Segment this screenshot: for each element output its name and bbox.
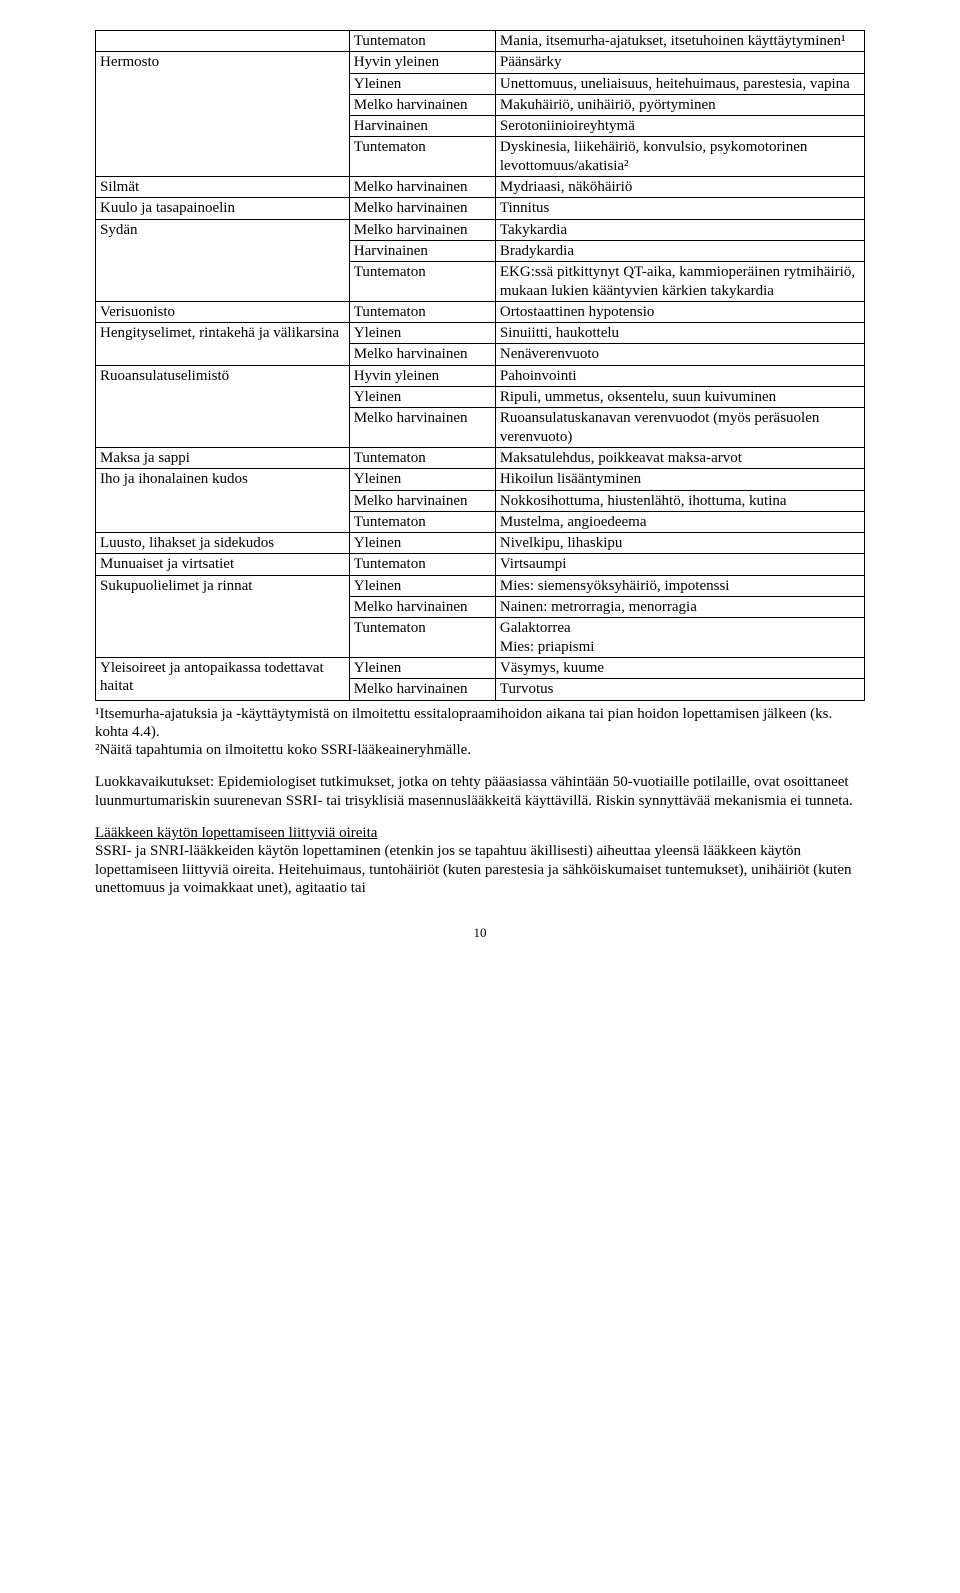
effect-cell: Nenäverenvuoto (495, 344, 864, 365)
frequency-cell: Tuntematon (349, 262, 495, 302)
frequency-cell: Tuntematon (349, 447, 495, 468)
organ-class-cell: Verisuonisto (96, 301, 350, 322)
frequency-cell: Melko harvinainen (349, 408, 495, 448)
effect-cell: Ripuli, ummetus, oksentelu, suun kuivumi… (495, 387, 864, 408)
side-effects-table: TuntematonMania, itsemurha-ajatukset, it… (95, 30, 865, 701)
table-row: Munuaiset ja virtsatietTuntematonVirtsau… (96, 554, 865, 575)
effect-cell: Hikoilun lisääntyminen (495, 469, 864, 490)
table-row: Yleisoireet ja antopaikassa todettavat h… (96, 657, 865, 678)
frequency-cell: Yleinen (349, 533, 495, 554)
effect-cell: Sinuiitti, haukottelu (495, 323, 864, 344)
table-row: SydänMelko harvinainenTakykardia (96, 219, 865, 240)
frequency-cell: Tuntematon (349, 554, 495, 575)
page-number: 10 (95, 925, 865, 941)
organ-class-cell: Ruoansulatuselimistö (96, 365, 350, 447)
effect-cell: Mania, itsemurha-ajatukset, itsetuhoinen… (495, 31, 864, 52)
effect-cell: Tinnitus (495, 198, 864, 219)
frequency-cell: Yleinen (349, 387, 495, 408)
table-row: Maksa ja sappiTuntematonMaksatulehdus, p… (96, 447, 865, 468)
frequency-cell: Yleinen (349, 575, 495, 596)
organ-class-cell: Hermosto (96, 52, 350, 177)
organ-class-cell: Sydän (96, 219, 350, 301)
effect-cell: EKG:ssä pitkittynyt QT-aika, kammioperäi… (495, 262, 864, 302)
frequency-cell: Tuntematon (349, 511, 495, 532)
discontinuation-body: SSRI- ja SNRI-lääkkeiden käytön lopettam… (95, 843, 851, 896)
frequency-cell: Yleinen (349, 469, 495, 490)
frequency-cell: Tuntematon (349, 301, 495, 322)
table-row: TuntematonMania, itsemurha-ajatukset, it… (96, 31, 865, 52)
frequency-cell: Melko harvinainen (349, 490, 495, 511)
table-row: RuoansulatuselimistöHyvin yleinenPahoinv… (96, 365, 865, 386)
frequency-cell: Melko harvinainen (349, 198, 495, 219)
frequency-cell: Tuntematon (349, 618, 495, 658)
table-row: VerisuonistoTuntematonOrtostaattinen hyp… (96, 301, 865, 322)
table-row: Sukupuolielimet ja rinnatYleinenMies: si… (96, 575, 865, 596)
effect-cell: Unettomuus, uneliaisuus, heitehuimaus, p… (495, 73, 864, 94)
footnote-1: ¹Itsemurha-ajatuksia ja -käyttäytymistä … (95, 706, 832, 740)
frequency-cell: Melko harvinainen (349, 177, 495, 198)
organ-class-cell: Munuaiset ja virtsatiet (96, 554, 350, 575)
effect-cell: Nivelkipu, lihaskipu (495, 533, 864, 554)
effect-cell: Dyskinesia, liikehäiriö, konvulsio, psyk… (495, 137, 864, 177)
frequency-cell: Yleinen (349, 73, 495, 94)
table-row: SilmätMelko harvinainenMydriaasi, näköhä… (96, 177, 865, 198)
frequency-cell: Melko harvinainen (349, 219, 495, 240)
frequency-cell: Melko harvinainen (349, 94, 495, 115)
table-row: HermostoHyvin yleinenPäänsärky (96, 52, 865, 73)
effect-cell: Pahoinvointi (495, 365, 864, 386)
frequency-cell: Tuntematon (349, 137, 495, 177)
effect-cell: Ruoansulatuskanavan verenvuodot (myös pe… (495, 408, 864, 448)
effect-cell: Päänsärky (495, 52, 864, 73)
effect-cell: Mydriaasi, näköhäiriö (495, 177, 864, 198)
frequency-cell: Melko harvinainen (349, 597, 495, 618)
frequency-cell: Tuntematon (349, 31, 495, 52)
frequency-cell: Melko harvinainen (349, 344, 495, 365)
organ-class-cell: Kuulo ja tasapainoelin (96, 198, 350, 219)
table-row: Luusto, lihakset ja sidekudosYleinenNive… (96, 533, 865, 554)
organ-class-cell: Hengityselimet, rintakehä ja välikarsina (96, 323, 350, 366)
organ-class-cell: Luusto, lihakset ja sidekudos (96, 533, 350, 554)
effect-cell: Mies: siemensyöksyhäiriö, impotenssi (495, 575, 864, 596)
frequency-cell: Hyvin yleinen (349, 52, 495, 73)
effect-cell: Mustelma, angioedeema (495, 511, 864, 532)
frequency-cell: Yleinen (349, 323, 495, 344)
frequency-cell: Yleinen (349, 657, 495, 678)
effect-cell: Väsymys, kuume (495, 657, 864, 678)
table-row: Iho ja ihonalainen kudosYleinenHikoilun … (96, 469, 865, 490)
effect-cell: Maksatulehdus, poikkeavat maksa-arvot (495, 447, 864, 468)
organ-class-cell: Silmät (96, 177, 350, 198)
effect-cell: Ortostaattinen hypotensio (495, 301, 864, 322)
effect-cell: Nainen: metrorragia, menorragia (495, 597, 864, 618)
organ-class-cell (96, 31, 350, 52)
table-row: Hengityselimet, rintakehä ja välikarsina… (96, 323, 865, 344)
frequency-cell: Hyvin yleinen (349, 365, 495, 386)
discontinuation-heading: Lääkkeen käytön lopettamiseen liittyviä … (95, 825, 377, 841)
organ-class-cell: Sukupuolielimet ja rinnat (96, 575, 350, 657)
frequency-cell: Harvinainen (349, 240, 495, 261)
effect-cell: Serotoniinioireyhtymä (495, 116, 864, 137)
footnotes-block: ¹Itsemurha-ajatuksia ja -käyttäytymistä … (95, 705, 865, 898)
paragraph-discontinuation: Lääkkeen käytön lopettamiseen liittyviä … (95, 824, 865, 897)
effect-cell: GalaktorreaMies: priapismi (495, 618, 864, 658)
effect-cell: Takykardia (495, 219, 864, 240)
effect-cell: Nokkosihottuma, hiustenlähtö, ihottuma, … (495, 490, 864, 511)
organ-class-cell: Iho ja ihonalainen kudos (96, 469, 350, 533)
footnote-2: ²Näitä tapahtumia on ilmoitettu koko SSR… (95, 742, 471, 758)
organ-class-cell: Yleisoireet ja antopaikassa todettavat h… (96, 657, 350, 700)
table-row: Kuulo ja tasapainoelinMelko harvinainenT… (96, 198, 865, 219)
paragraph-class-effects: Luokkavaikutukset: Epidemiologiset tutki… (95, 773, 865, 810)
organ-class-cell: Maksa ja sappi (96, 447, 350, 468)
effect-cell: Turvotus (495, 679, 864, 700)
effect-cell: Bradykardia (495, 240, 864, 261)
frequency-cell: Melko harvinainen (349, 679, 495, 700)
effect-cell: Virtsaumpi (495, 554, 864, 575)
frequency-cell: Harvinainen (349, 116, 495, 137)
effect-cell: Makuhäiriö, unihäiriö, pyörtyminen (495, 94, 864, 115)
